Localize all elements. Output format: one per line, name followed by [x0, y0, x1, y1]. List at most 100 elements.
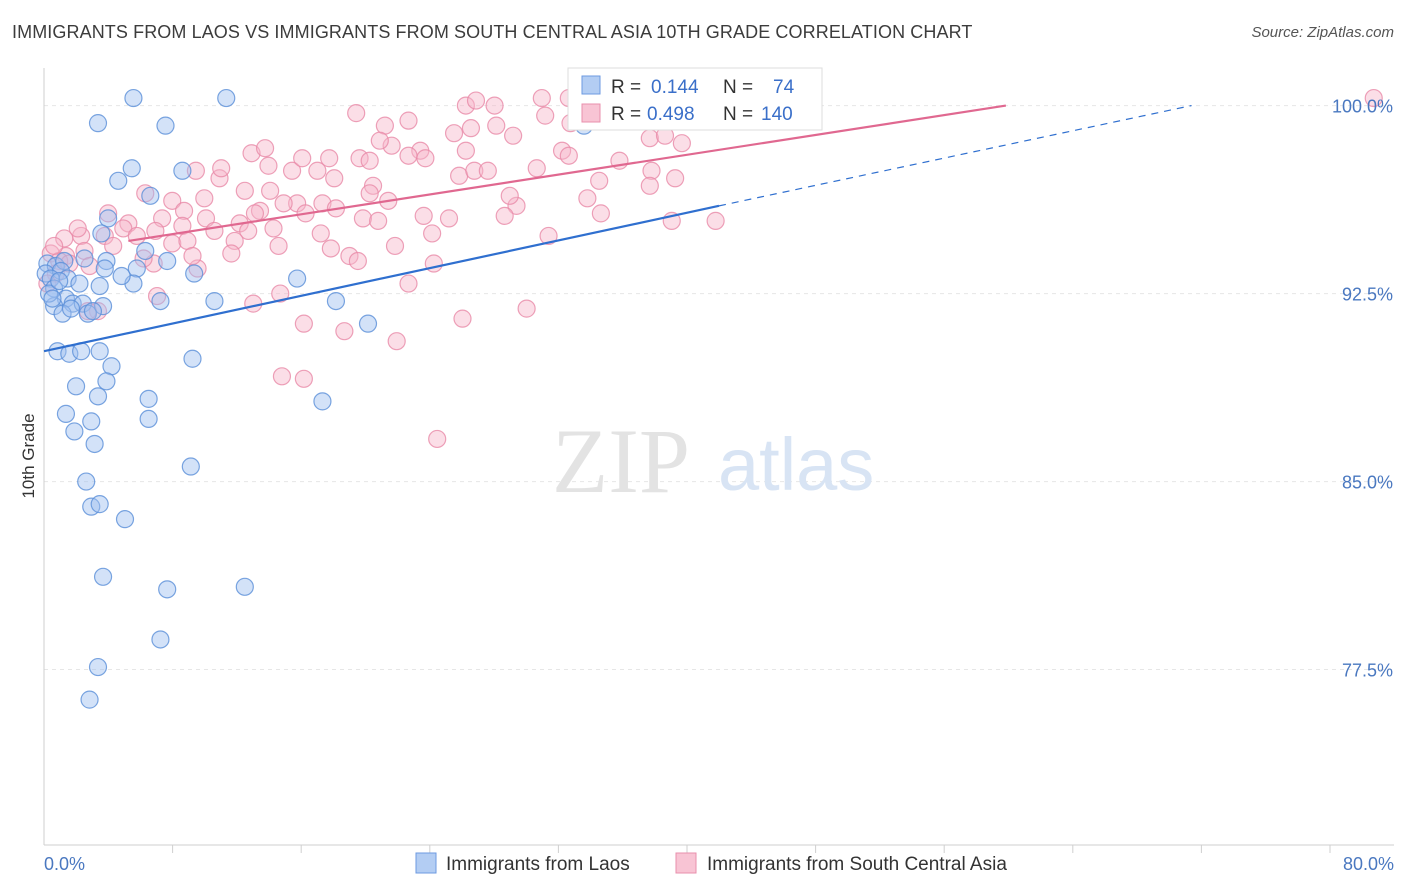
- point-pink-10: [399, 111, 418, 130]
- point-pink-21: [242, 144, 261, 163]
- point-pink-117: [559, 146, 578, 165]
- point-blue-49: [56, 404, 76, 423]
- point-pink-44: [261, 181, 280, 200]
- point-pink-34: [666, 169, 685, 188]
- point-pink-127: [183, 246, 202, 266]
- point-pink-1: [485, 96, 504, 115]
- point-blue-73: [75, 249, 94, 268]
- stats-legend: R = 0.144 N = 74 R = 0.498 N = 140: [567, 67, 823, 131]
- point-blue-0: [124, 88, 143, 108]
- y-tick-label-3: 100.0%: [1332, 97, 1393, 117]
- point-pink-123: [68, 219, 87, 238]
- point-pink-25: [320, 149, 339, 168]
- point-pink-106: [466, 91, 486, 110]
- point-pink-132: [478, 161, 497, 180]
- point-blue-3: [156, 116, 175, 135]
- point-blue-53: [85, 434, 104, 454]
- point-pink-71: [385, 236, 405, 256]
- point-pink-116: [500, 186, 519, 205]
- point-pink-37: [527, 159, 546, 178]
- point-pink-129: [399, 274, 418, 293]
- point-blue-26: [90, 276, 109, 296]
- point-pink-126: [134, 249, 153, 268]
- point-blue-34: [151, 292, 170, 311]
- point-pink-8: [347, 104, 366, 123]
- trend-line-blue-extension: [718, 105, 1192, 207]
- point-pink-80: [321, 239, 340, 258]
- point-pink-79: [269, 236, 288, 256]
- point-pink-35: [450, 166, 469, 185]
- point-blue-30: [326, 292, 346, 311]
- point-blue-32: [73, 294, 92, 313]
- point-pink-130: [453, 309, 472, 328]
- watermark: ZIP atlas: [552, 410, 874, 512]
- point-pink-53: [196, 209, 216, 228]
- point-pink-49: [99, 204, 118, 223]
- point-blue-51: [82, 412, 101, 431]
- point-blue-37: [358, 314, 378, 333]
- x-tick-marks: [172, 845, 1331, 853]
- point-blue-19: [127, 259, 146, 278]
- point-pink-72: [423, 224, 442, 243]
- point-pink-81: [340, 246, 359, 266]
- point-blue-1: [217, 88, 236, 108]
- point-pink-120: [212, 159, 231, 178]
- point-pink-18: [382, 136, 401, 155]
- point-blue-69: [61, 299, 81, 318]
- chart-title: IMMIGRANTS FROM LAOS VS IMMIGRANTS FROM …: [12, 22, 973, 42]
- legend-n-label-pink: N =: [723, 104, 753, 125]
- point-pink-38: [590, 171, 609, 190]
- point-blue-64: [80, 690, 99, 709]
- point-pink-122: [104, 236, 123, 256]
- legend-n-label-blue: N =: [723, 77, 753, 98]
- point-pink-63: [706, 211, 725, 230]
- point-blue-6: [173, 161, 192, 180]
- point-pink-13: [487, 116, 506, 135]
- point-pink-40: [136, 184, 155, 203]
- point-pink-88: [144, 254, 163, 273]
- point-blue-71: [43, 289, 62, 308]
- point-pink-28: [399, 146, 418, 165]
- point-pink-69: [264, 219, 283, 238]
- legend-swatch-pink: [581, 103, 601, 123]
- point-pink-118: [456, 141, 475, 160]
- point-pink-94: [244, 294, 263, 313]
- point-pink-24: [293, 149, 312, 168]
- legend-r-value-blue: 0.144: [651, 77, 699, 98]
- point-pink-133: [578, 189, 597, 208]
- point-pink-124: [55, 229, 74, 248]
- point-blue-21: [288, 269, 307, 288]
- point-pink-125: [45, 236, 64, 256]
- point-blue-29: [205, 292, 224, 311]
- point-pink-11: [444, 124, 464, 143]
- point-pink-107: [536, 106, 555, 125]
- legend-n-value-blue: 74: [773, 77, 795, 98]
- y-tick-label-2: 92.5%: [1342, 285, 1393, 305]
- bottom-legend-swatch-pink: [675, 852, 697, 874]
- point-blue-63: [88, 657, 108, 677]
- point-blue-13: [55, 251, 74, 271]
- point-blue-48: [313, 392, 332, 411]
- point-pink-105: [428, 429, 447, 449]
- trend-line-blue: [43, 204, 720, 353]
- point-blue-54: [181, 457, 200, 476]
- point-pink-50: [119, 214, 138, 233]
- point-blue-14: [97, 251, 116, 271]
- point-pink-59: [414, 206, 433, 225]
- point-pink-58: [369, 211, 388, 230]
- legend-n-value-pink: 140: [761, 104, 793, 125]
- point-pink-12: [461, 119, 481, 138]
- bottom-legend-swatch-blue: [415, 852, 437, 874]
- point-pink-70: [311, 224, 330, 243]
- point-pink-43: [235, 181, 254, 200]
- point-blue-36: [78, 304, 97, 323]
- legend-r-label-pink: R =: [611, 104, 641, 125]
- y-tick-label-1: 85.0%: [1342, 473, 1393, 493]
- point-blue-58: [115, 510, 135, 529]
- point-blue-61: [235, 577, 254, 596]
- point-pink-134: [539, 226, 558, 246]
- bottom-legend-label-blue: Immigrants from Laos: [446, 854, 630, 875]
- point-blue-8: [141, 186, 160, 205]
- point-pink-27: [360, 151, 379, 170]
